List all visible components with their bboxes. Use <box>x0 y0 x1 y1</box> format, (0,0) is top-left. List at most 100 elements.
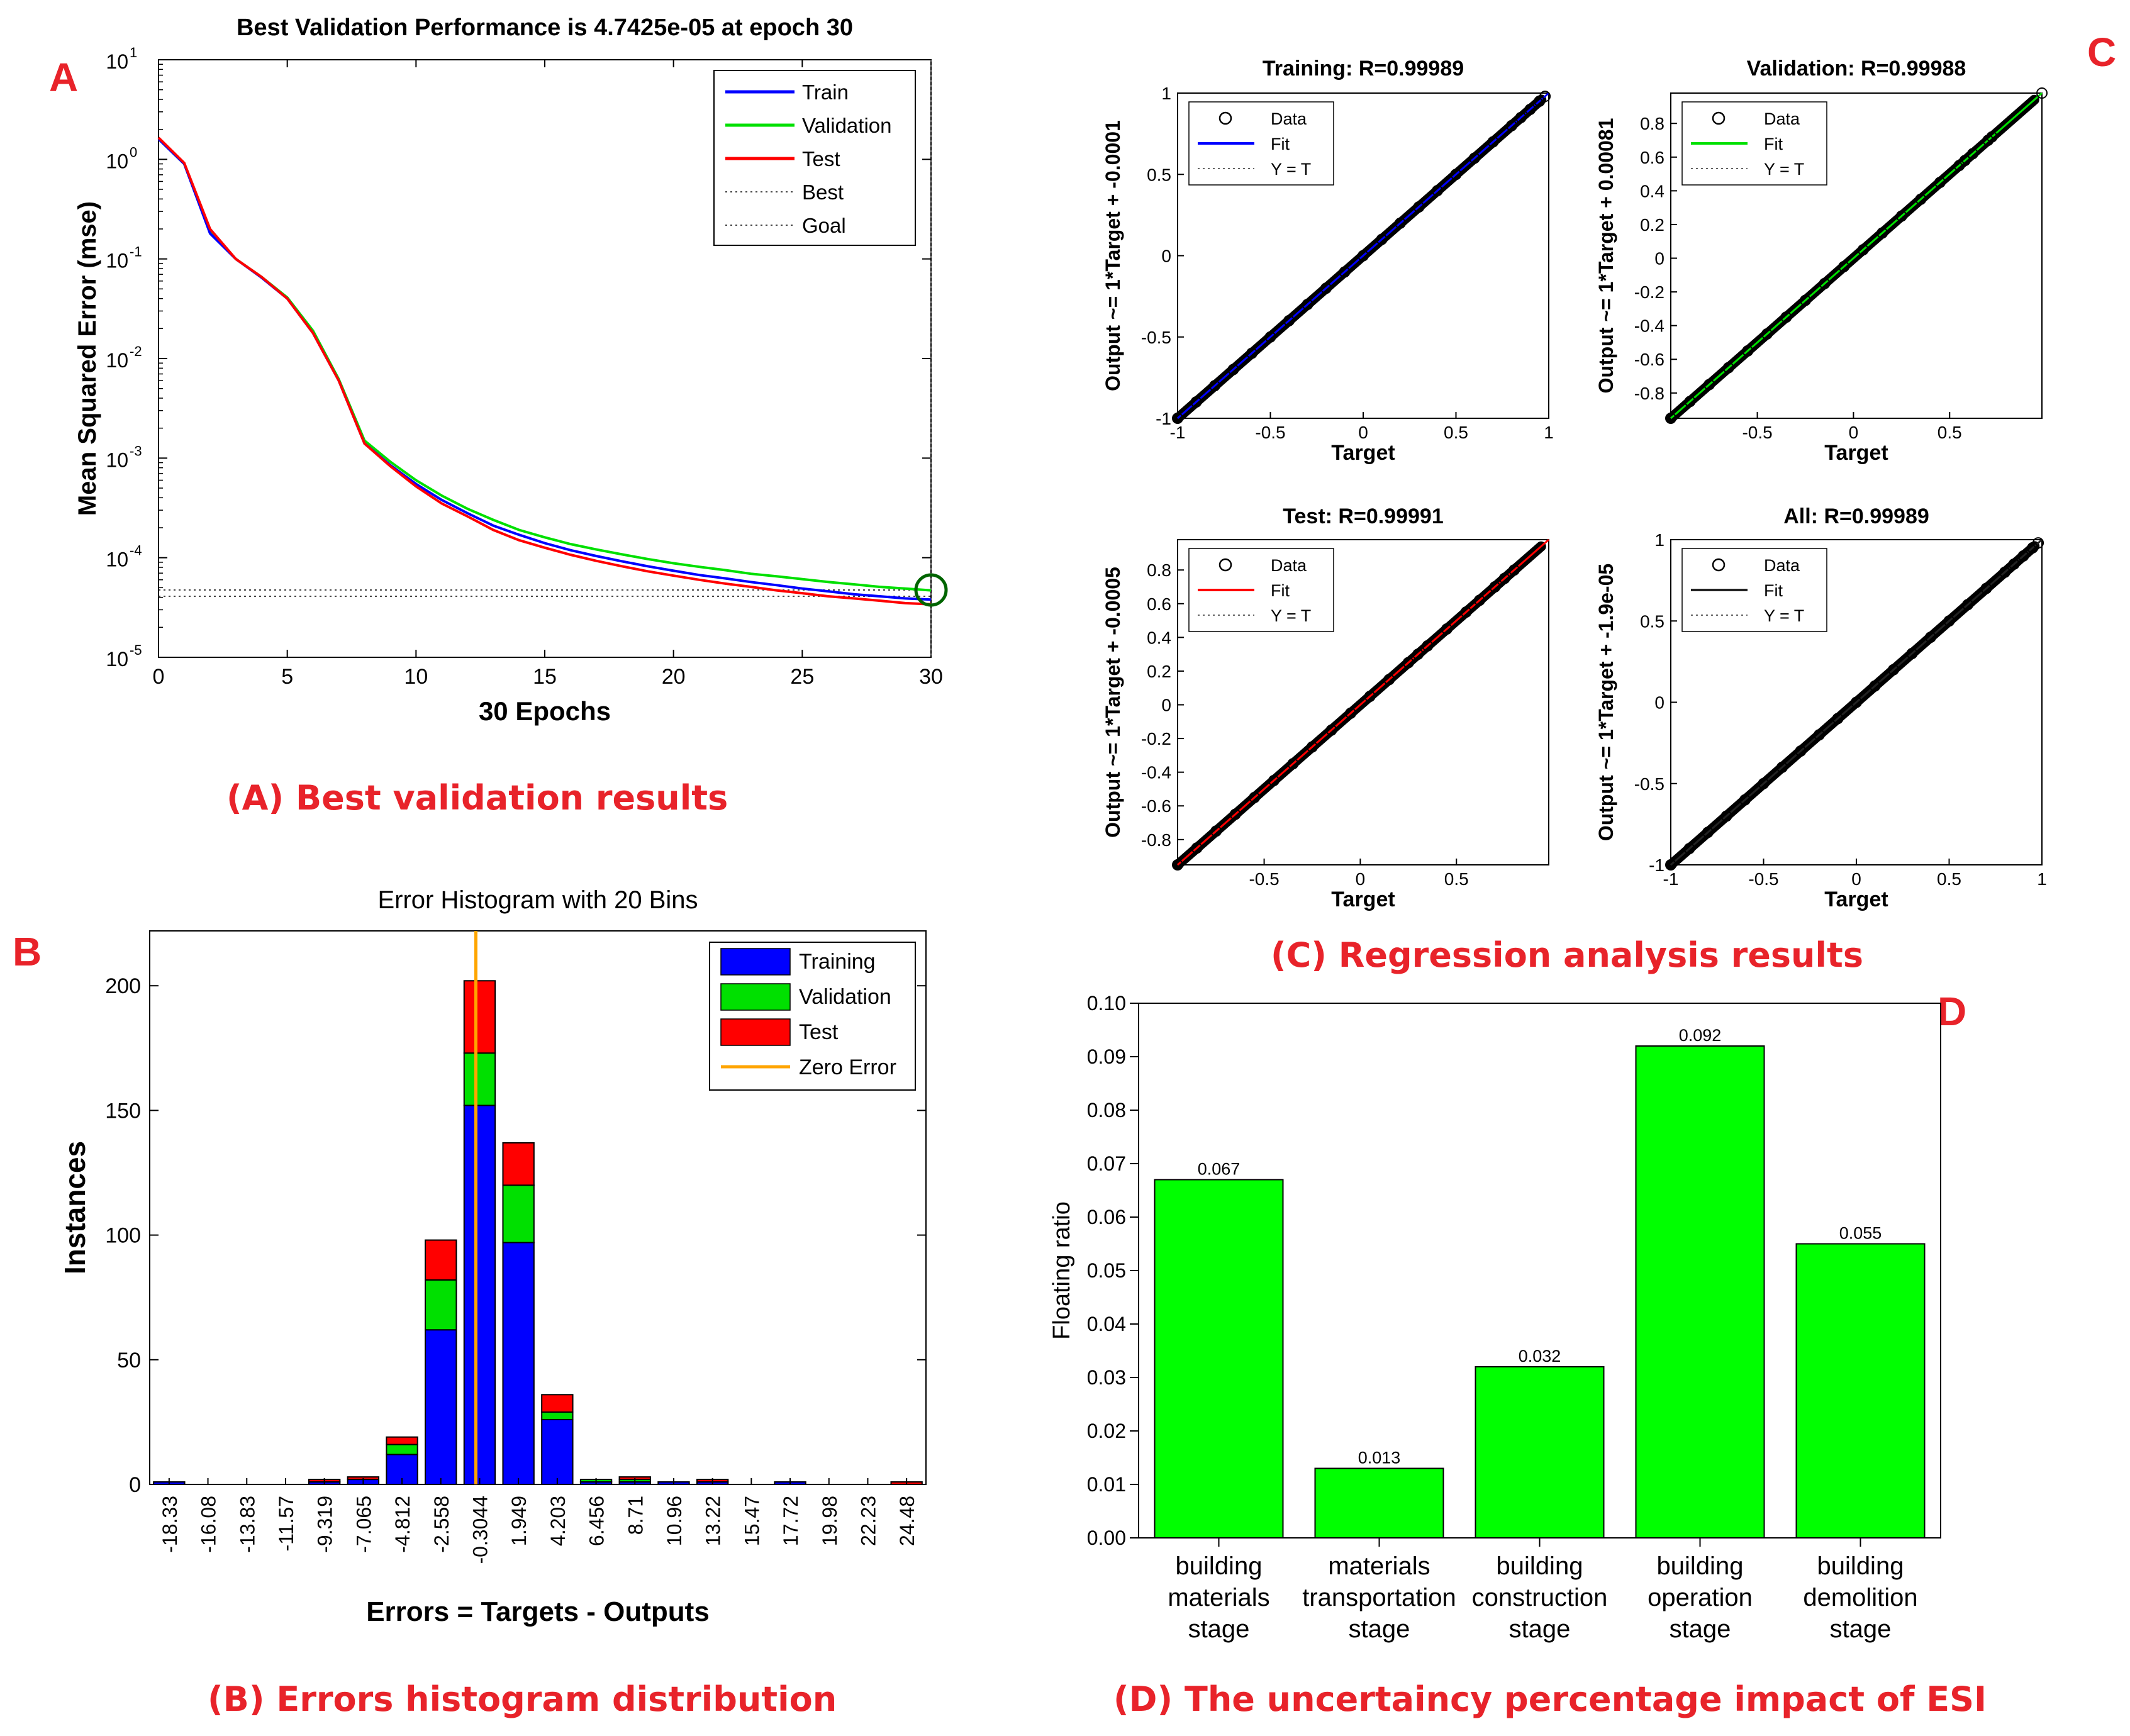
legend-label: Train <box>802 81 849 104</box>
data-point <box>1441 623 1453 635</box>
legend-label: Y = T <box>1764 606 1804 625</box>
chart-c-all-regression: All: R=0.99989 -1 -0.5 0 0.5 1 -1 -0.5 0 0.5 1 Targ… <box>1595 504 2047 911</box>
x-category-label: operation <box>1648 1584 1753 1611</box>
bar-validation <box>386 1444 418 1455</box>
x-tick-label: 10.96 <box>663 1496 686 1546</box>
fit-line <box>1177 92 1549 420</box>
legend-label: Fit <box>1764 581 1783 600</box>
data-point <box>1268 775 1280 787</box>
x-tick-label: 25 <box>790 665 814 689</box>
data-point <box>1934 176 1946 188</box>
x-tick-label: 0 <box>1851 869 1861 889</box>
x-axis-label: 30 Epochs <box>479 696 611 726</box>
data-point <box>1473 594 1485 606</box>
y-tick-label: 10 <box>106 250 128 272</box>
x-category-label: stage <box>1670 1615 1731 1643</box>
legend-label: Validation <box>799 985 891 1009</box>
data-point <box>2008 558 2020 570</box>
y-tick-label: 1 <box>1654 530 1664 550</box>
data-point <box>1758 777 1770 789</box>
data-point <box>1851 696 1862 708</box>
panel-letter-d: D <box>1938 989 1966 1034</box>
data-point <box>1508 564 1520 576</box>
y-tick-label: 10 <box>106 548 128 571</box>
data-point <box>1450 169 1462 181</box>
x-category-label: materials <box>1168 1584 1269 1611</box>
y-tick-label: 0.06 <box>1087 1206 1126 1228</box>
x-tick-label: 8.71 <box>624 1496 647 1535</box>
panel-letter-c: C <box>2087 30 2116 75</box>
legend-label: Zero Error <box>799 1055 896 1079</box>
legend-label: Y = T <box>1271 606 1311 625</box>
y-tick-label: 100 <box>105 1224 141 1248</box>
x-axis-label: Target <box>1824 441 1888 465</box>
y-tick-label: -0.8 <box>1634 384 1664 403</box>
data-point <box>1469 152 1480 164</box>
x-category-label: stage <box>1830 1615 1892 1643</box>
y-tick-label: 0.6 <box>1640 148 1664 167</box>
bar-validation <box>541 1411 574 1420</box>
x-category-label: materials <box>1328 1552 1430 1580</box>
data-point <box>1402 657 1414 669</box>
y-tick-label: -0.4 <box>1141 763 1171 782</box>
data-point <box>1980 582 1992 594</box>
caption-b: (B) Errors histogram distribution <box>208 1679 837 1719</box>
chart-title: Best Validation Performance is 4.7425e-0… <box>237 14 853 41</box>
data-point <box>1210 825 1222 837</box>
data-point <box>1383 674 1395 686</box>
y-tick-exponent: 0 <box>130 144 137 160</box>
legend-label: Test <box>799 1020 839 1044</box>
legend-label: Data <box>1271 109 1307 128</box>
legend-box <box>1681 548 1827 632</box>
y-tick-label: 0.4 <box>1147 628 1171 647</box>
x-tick-label: 1 <box>2037 869 2047 889</box>
data-point <box>1172 413 1183 424</box>
chart-title: Error Histogram with 20 Bins <box>377 886 698 914</box>
y-tick-label: 0.8 <box>1147 560 1171 580</box>
x-tick-label: -1 <box>1170 423 1186 442</box>
x-tick-label: 0 <box>1356 869 1366 889</box>
y-tick-label: 0.02 <box>1087 1420 1126 1442</box>
legend-swatch <box>1218 111 1232 125</box>
chart-c-test-regression: Test: R=0.99991 -0.5 0 0.5 -0.8 -0.6 -0.4 -0.2 0… <box>1101 504 1549 911</box>
data-point <box>1287 758 1299 770</box>
x-category-label: building <box>1817 1552 1904 1580</box>
data-point <box>1780 311 1792 323</box>
data-point <box>1376 233 1388 245</box>
data-point <box>1345 707 1357 719</box>
legend-swatch <box>720 983 791 1011</box>
legend-swatch <box>720 948 791 976</box>
legend-label: Y = T <box>1764 160 1804 179</box>
x-tick-label: 0.5 <box>1444 423 1468 442</box>
data-point <box>1720 810 1732 822</box>
x-tick-label: 0 <box>153 665 165 689</box>
x-category-label: stage <box>1188 1615 1250 1643</box>
data-point <box>1888 664 1899 676</box>
best-point-marker <box>914 573 948 607</box>
x-tick-label: 13.22 <box>702 1496 725 1546</box>
bar-validation <box>502 1184 535 1244</box>
bar-value-label: 0.032 <box>1519 1347 1561 1366</box>
chart-title: Test: R=0.99991 <box>1283 504 1443 528</box>
bar-validation <box>463 1052 496 1106</box>
x-tick-label: 15 <box>533 665 557 689</box>
x-tick-label: -18.33 <box>159 1496 181 1553</box>
x-tick-label: 10 <box>404 665 428 689</box>
y-axis-label: Output ~= 1*Target + -0.0005 <box>1101 567 1124 838</box>
y-tick-label: -0.2 <box>1634 282 1664 302</box>
bar-value-label: 0.067 <box>1198 1160 1241 1179</box>
y-tick-label: 0.2 <box>1640 215 1664 235</box>
legend-label: Fit <box>1271 581 1290 600</box>
y-tick-label: 0.2 <box>1147 662 1171 681</box>
panel-letter-b: B <box>13 929 42 974</box>
legend-label: Fit <box>1271 135 1290 153</box>
x-tick-label: 0 <box>1358 423 1368 442</box>
y-tick-label: -0.5 <box>1141 328 1171 347</box>
bar <box>1635 1045 1765 1538</box>
data-point <box>1915 193 1927 205</box>
data-point <box>1191 842 1203 854</box>
bar-test <box>425 1239 457 1281</box>
y-tick-label: 0.10 <box>1087 992 1126 1015</box>
data-point <box>1986 131 1998 143</box>
data-point <box>1702 826 1714 838</box>
